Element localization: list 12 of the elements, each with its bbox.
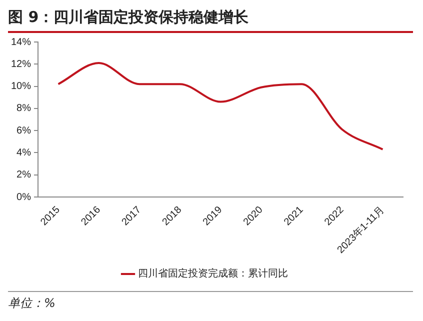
- chart-title: 图 9：四川省固定投资保持稳健增长: [8, 8, 413, 33]
- legend-label: 四川省固定投资完成额：累计同比: [138, 268, 288, 280]
- y-tick-label: 10%: [11, 81, 32, 92]
- text: 单位：%: [8, 291, 413, 312]
- y-tick-label: 6%: [16, 125, 32, 136]
- y-tick-label: 0%: [16, 192, 32, 203]
- y-tick-label: 12%: [11, 58, 32, 70]
- y-tick-label: 2%: [16, 170, 32, 181]
- y-tick-label: 8%: [16, 103, 32, 114]
- y-tick-label: 4%: [16, 147, 32, 158]
- line-series: [57, 62, 384, 150]
- y-tick-label: 14%: [11, 36, 32, 48]
